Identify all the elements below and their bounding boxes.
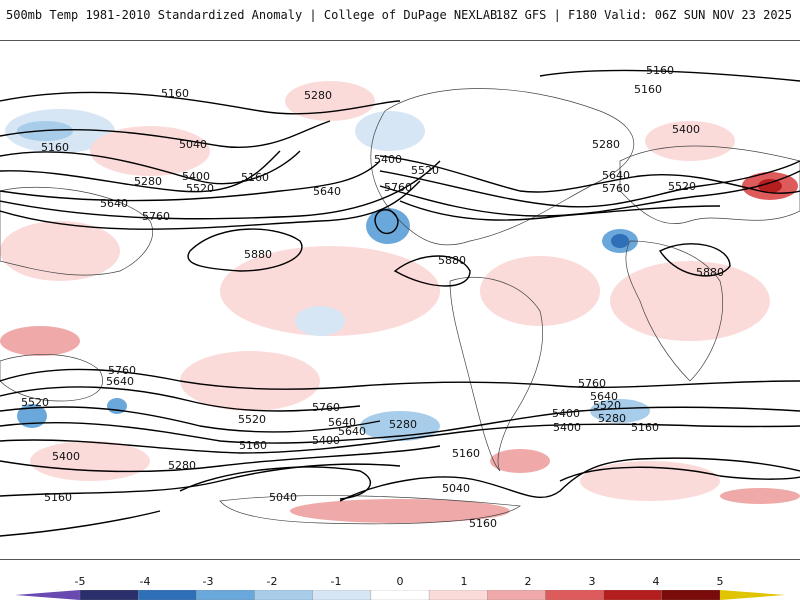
colorbar-tick: 2 — [524, 575, 532, 588]
colorbar-tick: 4 — [652, 575, 660, 588]
colorbar-segment — [254, 590, 313, 600]
contour-label: 5640 — [313, 185, 341, 198]
contour-label: 5280 — [389, 418, 417, 431]
contour-label: 5160 — [646, 64, 674, 77]
contour-label: 5640 — [602, 169, 630, 182]
contour-label: 5400 — [312, 434, 340, 447]
contour-label: 5400 — [553, 421, 581, 434]
colorbar-segment — [545, 590, 604, 600]
colorbar-segment — [661, 590, 721, 600]
colorbar-segment — [196, 590, 255, 600]
anomaly-colorbar — [15, 590, 785, 600]
contour-label: 5760 — [108, 364, 136, 377]
contour-label: 5880 — [696, 266, 724, 279]
contour-label: 5160 — [161, 87, 189, 100]
contour-label: 5160 — [631, 421, 659, 434]
colorbar-segment — [487, 590, 546, 600]
colorbar-tick: -4 — [139, 575, 151, 588]
map-title: 500mb Temp 1981-2010 Standardized Anomal… — [6, 8, 498, 22]
colorbar-segment — [79, 590, 139, 600]
contour-label: 5160 — [241, 171, 269, 184]
colorbar-tick: 5 — [716, 575, 724, 588]
colorbar-segment — [312, 590, 372, 600]
contour-label: 5760 — [384, 181, 412, 194]
contour-label: 5640 — [106, 375, 134, 388]
contour-label: 5040 — [442, 482, 470, 495]
anomaly-map: 5160 5160 5160 5280 5160 5040 5280 5400 … — [0, 41, 800, 559]
colorbar-tick: -3 — [202, 575, 214, 588]
contour-label: 5520 — [21, 396, 49, 409]
contour-label: 5160 — [469, 517, 497, 530]
contour-label: 5880 — [244, 248, 272, 261]
contour-label: 5640 — [338, 425, 366, 438]
contour-label: 5160 — [41, 141, 69, 154]
colorbar-segments — [79, 590, 721, 600]
contour-label: 5640 — [100, 197, 128, 210]
contour-label: 5160 — [452, 447, 480, 460]
height-contours — [0, 69, 800, 537]
contour-label: 5280 — [168, 459, 196, 472]
contour-label: 5400 — [52, 450, 80, 463]
contour-label: 5400 — [374, 153, 402, 166]
contour-label: 5160 — [44, 491, 72, 504]
contour-label: 5520 — [186, 182, 214, 195]
contour-label: 5520 — [238, 413, 266, 426]
colorbar-tick: 1 — [460, 575, 468, 588]
contour-label: 5160 — [634, 83, 662, 96]
colorbar-tick: -1 — [330, 575, 342, 588]
colorbar-ticks: -5 -4 -3 -2 -1 0 1 2 3 4 5 — [0, 575, 800, 589]
contour-label: 5040 — [179, 138, 207, 151]
colorbar-segment — [428, 590, 488, 600]
model-valid-time: 18Z GFS | F180 Valid: 06Z SUN NOV 23 202… — [495, 8, 792, 22]
contour-label: 5280 — [598, 412, 626, 425]
map-panel: 5160 5160 5160 5280 5160 5040 5280 5400 … — [0, 40, 800, 560]
colorbar-tick: -2 — [266, 575, 278, 588]
contour-label: 5400 — [672, 123, 700, 136]
colorbar-tick: 0 — [396, 575, 404, 588]
colorbar-tick: -5 — [74, 575, 86, 588]
contour-label: 5040 — [269, 491, 297, 504]
contour-label: 5520 — [668, 180, 696, 193]
contour-label: 5760 — [578, 377, 606, 390]
contour-label: 5280 — [592, 138, 620, 151]
anomaly-shading — [0, 41, 800, 559]
contour-label: 5640 — [590, 390, 618, 403]
contour-labels: 5160 5160 5160 5280 5160 5040 5280 5400 … — [21, 64, 724, 530]
contour-label: 5880 — [438, 254, 466, 267]
colorbar-right-arrow — [720, 590, 785, 600]
contour-label: 5760 — [142, 210, 170, 223]
colorbar-segment — [603, 590, 662, 600]
contour-label: 5520 — [593, 399, 621, 412]
colorbar-left-arrow — [15, 590, 80, 600]
contour-label: 5160 — [239, 439, 267, 452]
coastlines — [0, 88, 800, 525]
colorbar-segment — [138, 590, 197, 600]
contour-label: 5760 — [602, 182, 630, 195]
contour-label: 5640 — [328, 416, 356, 429]
colorbar-segment — [370, 590, 430, 600]
contour-label: 5280 — [304, 89, 332, 102]
contour-label: 5760 — [312, 401, 340, 414]
contour-label: 5520 — [411, 164, 439, 177]
contour-label: 5400 — [552, 407, 580, 420]
colorbar-tick: 3 — [588, 575, 596, 588]
contour-label: 5280 — [134, 175, 162, 188]
contour-label: 5400 — [182, 170, 210, 183]
